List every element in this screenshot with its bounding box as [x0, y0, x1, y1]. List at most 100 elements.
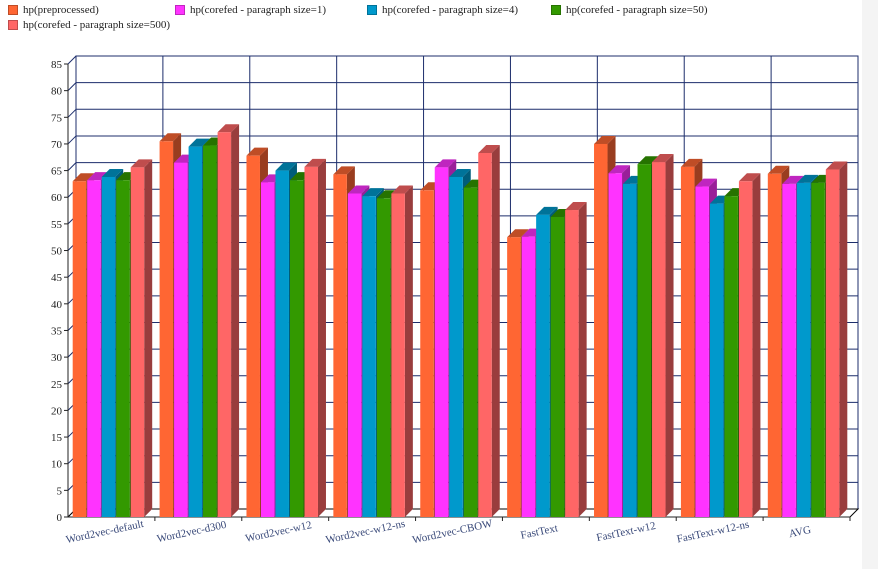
bar-top [130, 159, 153, 168]
bar-top [767, 165, 790, 174]
bar-front [449, 176, 463, 518]
bar-top [565, 202, 587, 211]
bar-side [404, 185, 413, 517]
y-tick-label: 85 [51, 59, 63, 71]
bar-top [782, 175, 804, 184]
bar-top [825, 161, 848, 170]
gridline-side [67, 55, 77, 65]
y-tick-label: 70 [51, 139, 63, 151]
legend-item: hp(corefed - paragraph size=500) [8, 19, 170, 31]
bar-front [811, 182, 825, 517]
bar-front [391, 193, 405, 517]
bar-top [391, 185, 413, 194]
bar-front [478, 153, 492, 518]
bar-front [724, 196, 738, 517]
x-tick-label: Word2vec-w12-ns [325, 518, 407, 547]
bar [217, 124, 240, 518]
legend-label: hp(corefed - paragraph size=4) [382, 4, 518, 16]
legend-label: hp(corefed - paragraph size=500) [23, 19, 170, 31]
bar-front [159, 141, 174, 517]
bar-top [275, 162, 297, 171]
bar-front [101, 176, 116, 518]
bar-top [188, 138, 211, 147]
bar-top [101, 168, 124, 177]
bar-front [304, 166, 318, 517]
bar-front [594, 143, 608, 518]
bar-top [87, 172, 109, 181]
y-tick-label: 80 [51, 86, 63, 98]
y-tick-label: 30 [51, 352, 63, 364]
bar-top [652, 154, 674, 163]
x-tick-label: Word2vec-CBOW [411, 518, 494, 547]
bar-top [449, 168, 471, 177]
legend-swatch [8, 20, 18, 30]
bar-top [637, 156, 660, 165]
bar-top [695, 178, 717, 187]
bar-side [839, 161, 848, 518]
bar-front [695, 186, 709, 517]
bar-front [420, 190, 434, 517]
y-tick-label: 10 [51, 459, 63, 471]
x-tick-label: Word2vec-default [65, 518, 145, 546]
bar-front [217, 132, 232, 517]
bar-side [491, 145, 500, 518]
bar-front [709, 203, 724, 517]
legend-label: hp(preprocessed) [23, 4, 99, 16]
y-tick-label: 20 [51, 405, 63, 417]
bar [652, 154, 674, 518]
bar-front [637, 164, 652, 518]
bar-front [565, 210, 579, 517]
bar-side [665, 154, 674, 518]
bar-front [289, 180, 304, 517]
bar [825, 161, 848, 518]
y-tick-label: 40 [51, 299, 63, 311]
bar-front [680, 166, 695, 517]
bar [478, 145, 500, 518]
bar-top [304, 158, 326, 167]
gridline-side [67, 82, 77, 92]
y-tick-label: 5 [57, 485, 63, 497]
x-tick-label: FastText-w12-ns [676, 519, 751, 546]
bar-front [116, 180, 130, 517]
bar-top [478, 145, 500, 154]
scroll-strip [862, 0, 878, 569]
y-tick-label: 45 [51, 272, 63, 284]
x-tick-label: Word2vec-w12 [244, 519, 313, 545]
bar-top [594, 135, 616, 144]
bar [304, 158, 326, 517]
bar-side [144, 159, 153, 517]
y-tick-label: 75 [51, 112, 63, 124]
bar-front [203, 145, 217, 518]
x-tick-label: FastText-w12 [595, 520, 657, 544]
y-tick-label: 55 [51, 219, 63, 231]
bar-top [333, 166, 355, 175]
bar-front [130, 167, 145, 517]
bar-top [507, 229, 529, 238]
bar-front [767, 173, 782, 517]
gridline-side [67, 162, 77, 171]
bar-front [347, 193, 362, 517]
bar [565, 202, 587, 517]
y-tick-label: 65 [51, 166, 63, 178]
bar-top [347, 185, 370, 194]
bar-front [376, 198, 391, 517]
legend-swatch [175, 5, 185, 15]
bar-front [246, 155, 260, 517]
bar-front [188, 146, 203, 517]
bar-front [507, 237, 521, 518]
bar-top [159, 133, 182, 142]
legend-label: hp(corefed - paragraph size=1) [190, 4, 326, 16]
bar [738, 173, 761, 517]
bar-side [231, 124, 240, 518]
bar-side [578, 202, 587, 517]
bar-front [174, 162, 188, 517]
bar-top [680, 158, 703, 167]
y-tick-label: 15 [51, 432, 63, 444]
legend-swatch [8, 5, 18, 15]
bar [130, 159, 153, 517]
bar-front [333, 174, 347, 517]
bar-front [536, 214, 550, 517]
bar-front [275, 170, 289, 517]
